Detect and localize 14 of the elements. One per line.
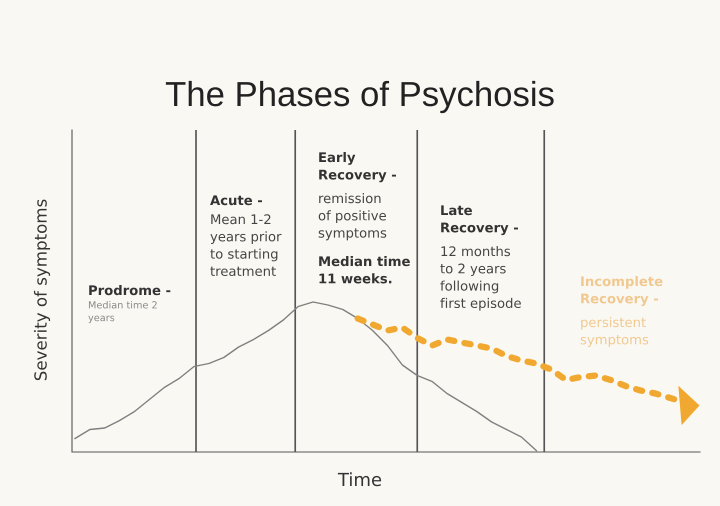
- text: Early Recovery -: [319, 152, 396, 182]
- annotation: Median time 2 years: [88, 301, 157, 324]
- text: Mean 1-2 years prior to starting treatment: [210, 214, 282, 276]
- chart-title: The Phases of Psychosis: [166, 80, 554, 114]
- text: Acute -: [210, 195, 262, 206]
- text: Median time 11 weeks.: [319, 256, 410, 284]
- text: remission of positive symptoms: [318, 193, 386, 240]
- annotation: 12 months to 2 years following first episode: [440, 246, 521, 311]
- text: Prodrome -: [89, 285, 170, 296]
- text: Late Recovery -: [441, 205, 518, 236]
- annotation: Incomplete Recovery -: [581, 276, 662, 306]
- annotation: persistent symptoms: [580, 317, 648, 348]
- x-axis-title: Time: [338, 472, 382, 486]
- y-axis-title: Severity of symptoms: [34, 200, 50, 380]
